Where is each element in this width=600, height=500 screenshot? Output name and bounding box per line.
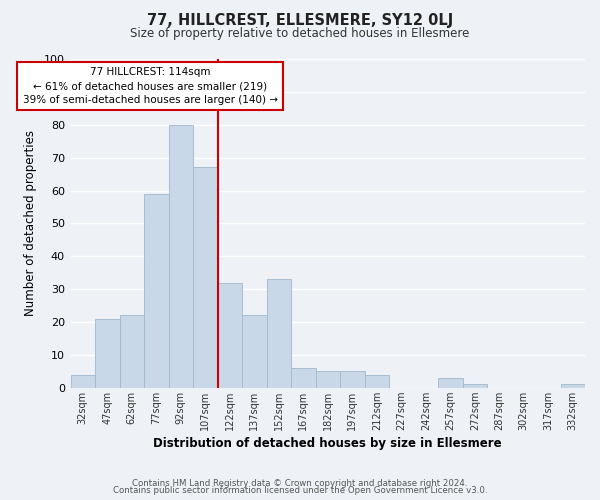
Bar	[266, 280, 291, 388]
Bar	[463, 384, 487, 388]
Text: 77 HILLCREST: 114sqm
← 61% of detached houses are smaller (219)
39% of semi-deta: 77 HILLCREST: 114sqm ← 61% of detached h…	[23, 67, 278, 105]
Bar	[193, 168, 218, 388]
Text: 77, HILLCREST, ELLESMERE, SY12 0LJ: 77, HILLCREST, ELLESMERE, SY12 0LJ	[147, 12, 453, 28]
Text: Contains public sector information licensed under the Open Government Licence v3: Contains public sector information licen…	[113, 486, 487, 495]
Bar	[340, 372, 365, 388]
Bar	[144, 194, 169, 388]
Y-axis label: Number of detached properties: Number of detached properties	[24, 130, 37, 316]
Text: Size of property relative to detached houses in Ellesmere: Size of property relative to detached ho…	[130, 28, 470, 40]
Bar	[95, 318, 119, 388]
Text: Contains HM Land Registry data © Crown copyright and database right 2024.: Contains HM Land Registry data © Crown c…	[132, 478, 468, 488]
Bar	[560, 384, 585, 388]
Bar	[316, 372, 340, 388]
Bar	[169, 125, 193, 388]
Bar	[119, 316, 144, 388]
Bar	[218, 282, 242, 388]
Bar	[291, 368, 316, 388]
X-axis label: Distribution of detached houses by size in Ellesmere: Distribution of detached houses by size …	[154, 437, 502, 450]
Bar	[438, 378, 463, 388]
Bar	[71, 374, 95, 388]
Bar	[242, 316, 266, 388]
Bar	[365, 374, 389, 388]
